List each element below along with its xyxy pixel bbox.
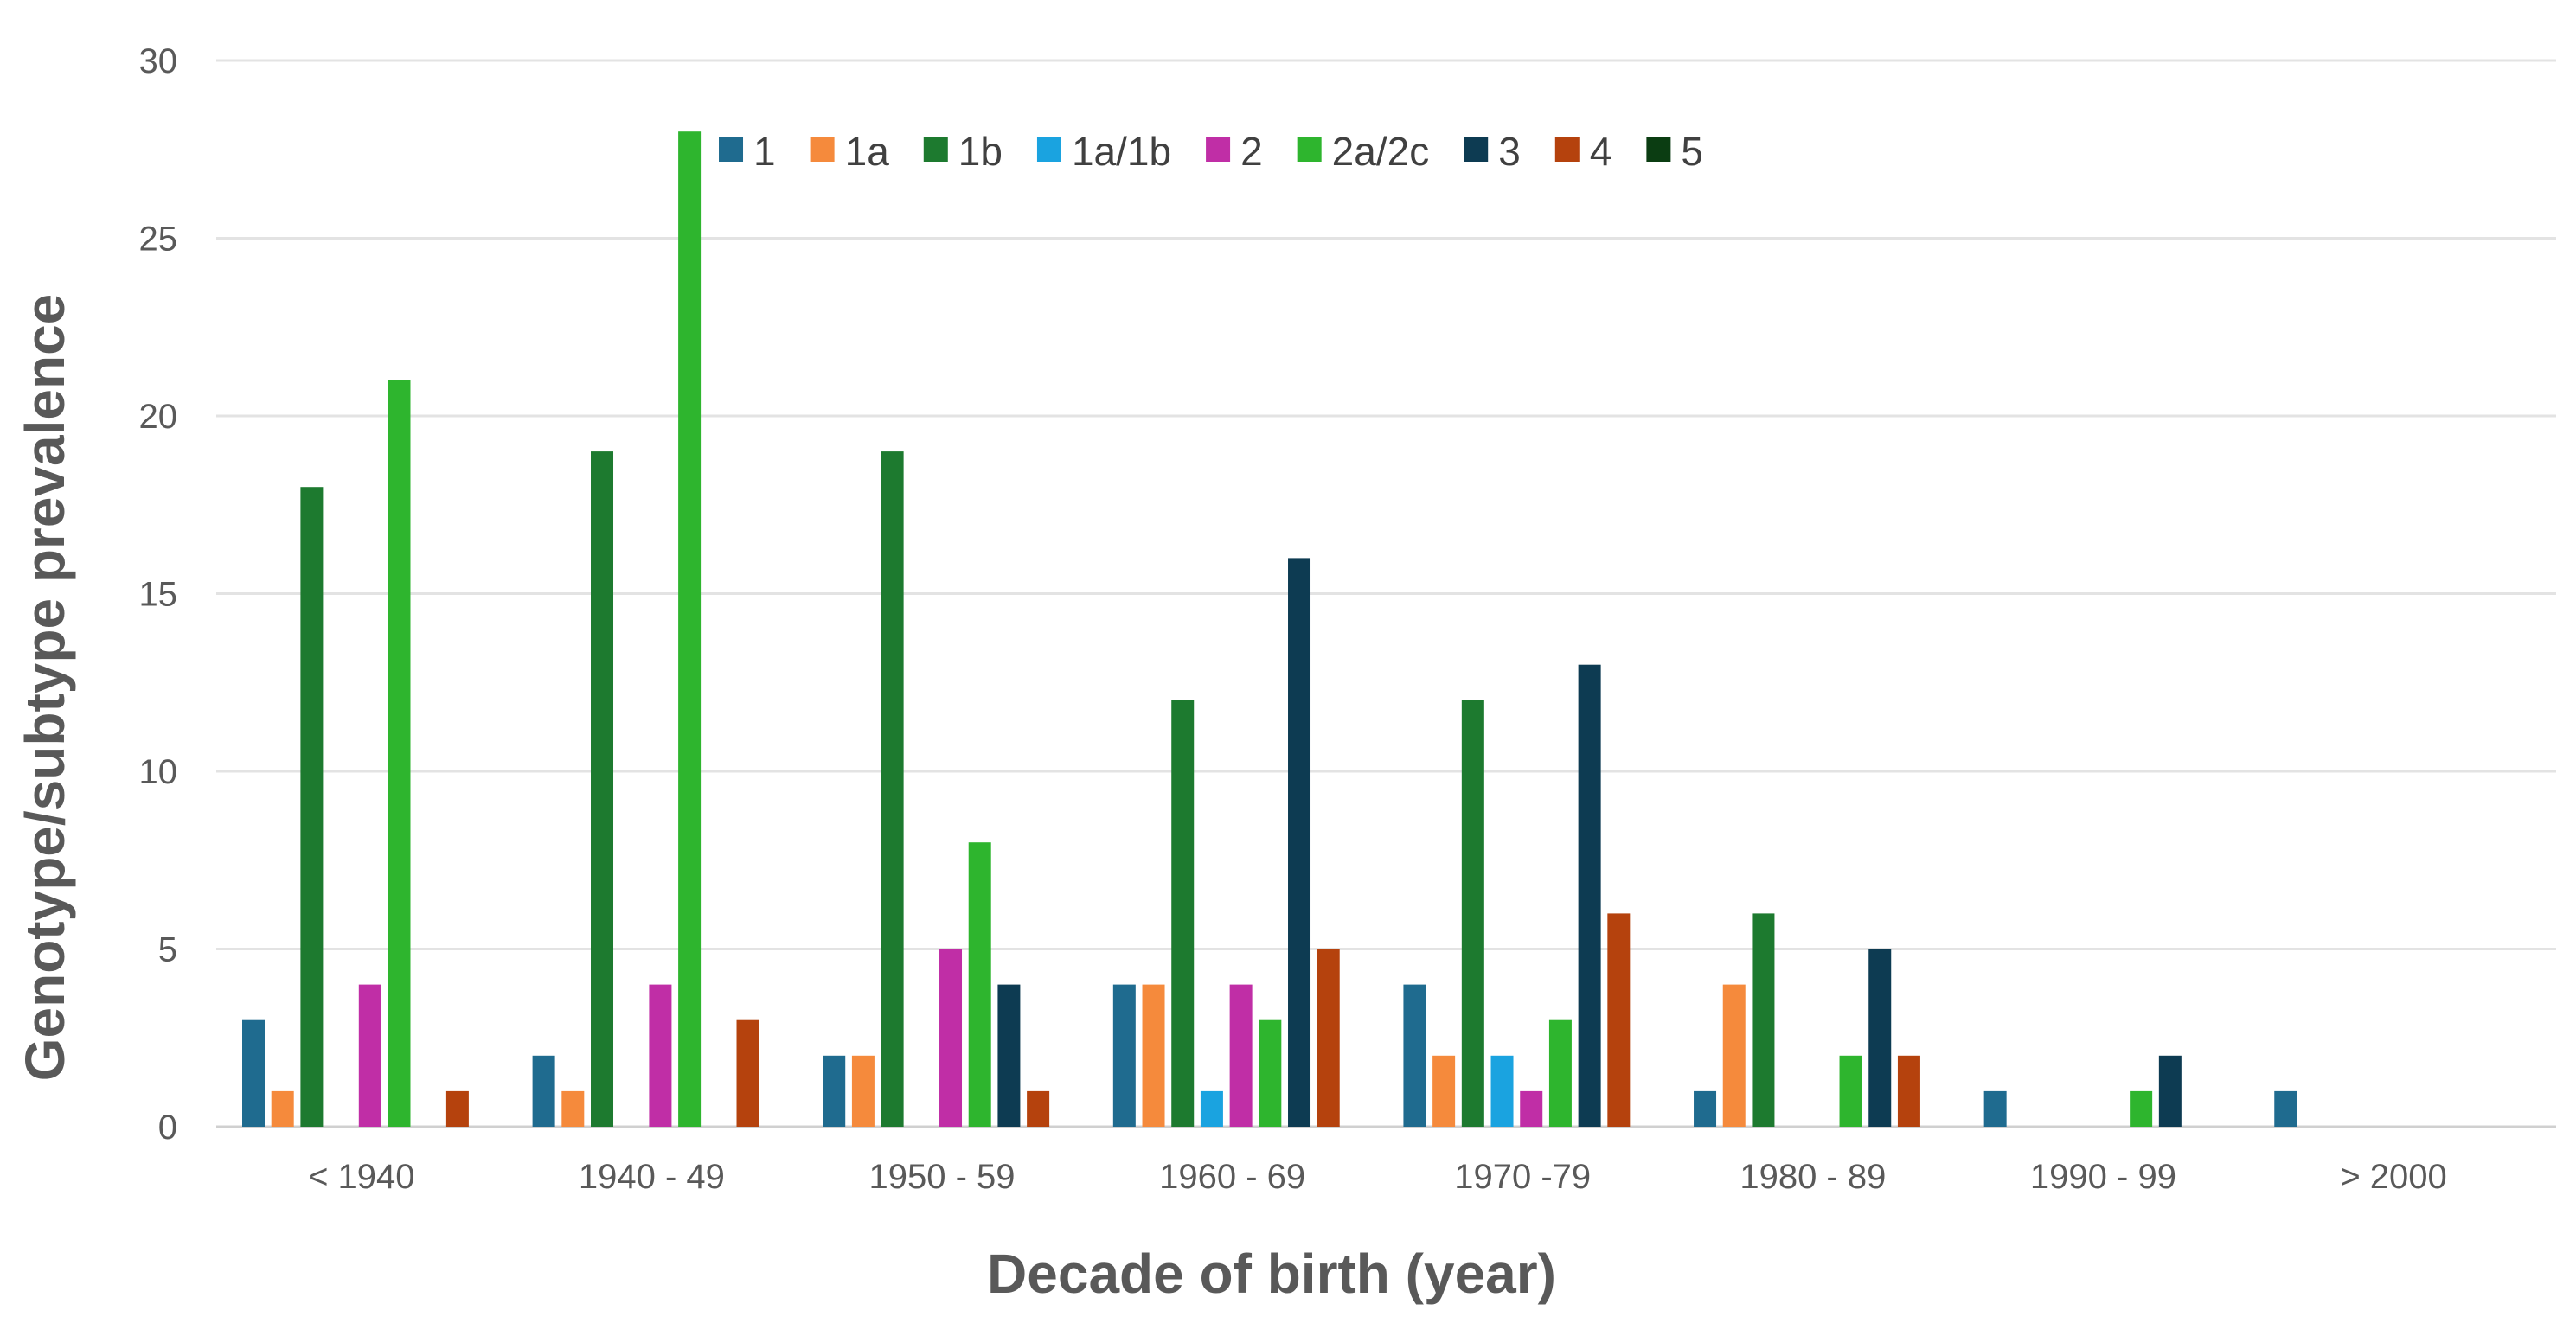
y-tick-label: 15 [139,576,178,614]
bar-194049-series-1a [561,1090,585,1127]
x-axis-ticks: < 1940 1940 - 49 1950 - 59 1960 - 69 1970 -7… [308,1158,2447,1196]
x-tick-label: > 2000 [2340,1158,2446,1196]
bar-194049-series-1b [591,451,614,1127]
bar-195059-series-2a2c [968,842,991,1127]
bar-194049-series-2a2c [678,131,702,1128]
bar-1940-series-2a2c [388,380,411,1127]
x-axis-title: Decade of birth (year) [987,1243,1556,1305]
legend-label: 3 [1498,129,1521,174]
bar-196069-series-1a [1142,984,1165,1127]
bar-197079-series-4 [1607,913,1631,1127]
legend-swatch-1a1b [1036,137,1061,162]
bar-198089-series-3 [1868,949,1892,1127]
legend-swatch-1b [923,137,948,162]
bar-198089-series-1a [1722,984,1746,1127]
legend-swatch-2 [1206,137,1231,162]
legend-label: 2 [1240,129,1263,174]
x-tick-label: 1990 - 99 [2030,1158,2176,1196]
bar-198089-series-1b [1752,913,1775,1127]
y-tick-label: 5 [158,931,177,969]
legend-swatch-2a2c [1297,137,1322,162]
bar-196069-series-2 [1229,984,1253,1127]
bar-1940-series-4 [445,1090,469,1127]
y-axis-title: Genotype/subtype prevalence [14,294,76,1082]
bar-197079-series-1a1b [1490,1055,1514,1127]
legend-label: 1a/1b [1072,129,1171,174]
bar-194049-series-4 [736,1019,759,1127]
x-tick-label: 1980 - 89 [1740,1158,1886,1196]
x-tick-label: 1950 - 59 [869,1158,1016,1196]
legend-swatch-4 [1554,137,1580,162]
legend-swatch-1 [719,137,744,162]
x-tick-label: 1940 - 49 [579,1158,725,1196]
legend: 1 1a 1b 1a/1b 2 2a/2c 3 4 5 [719,129,1703,174]
bar-197079-series-1 [1403,984,1426,1127]
bar-199099-series-3 [2158,1055,2182,1127]
bar-195059-series-4 [1027,1090,1050,1127]
bar-196069-series-1a1b [1200,1090,1223,1127]
y-tick-label: 0 [158,1109,177,1147]
bar-1940-series-1b [300,487,324,1127]
bar-198089-series-1 [1694,1090,1717,1127]
x-tick-label: 1970 -79 [1454,1158,1591,1196]
bar-197079-series-1b [1461,700,1484,1127]
bar-196069-series-1 [1112,984,1136,1127]
bar-199099-series-2a2c [2130,1090,2153,1127]
bars [242,131,2297,1128]
bar-195059-series-3 [997,984,1021,1127]
legend-label: 1 [753,129,776,174]
bar-194049-series-2 [649,984,672,1127]
bar-1940-series-1a [271,1090,294,1127]
bar-196069-series-4 [1317,949,1340,1127]
bar-197079-series-2a2c [1548,1019,1572,1127]
bar-196069-series-2a2c [1259,1019,1282,1127]
bar-197079-series-3 [1578,664,1601,1127]
bar-197079-series-2 [1520,1090,1543,1127]
bar-195059-series-1a [851,1055,875,1127]
bar-199099-series-1 [1983,1090,2007,1127]
bar-195059-series-1 [823,1055,846,1127]
y-tick-label: 30 [139,42,178,80]
x-tick-label: 1960 - 69 [1159,1158,1305,1196]
legend-label: 1a [845,129,890,174]
y-tick-label: 10 [139,753,178,791]
bar-196069-series-3 [1288,558,1311,1127]
gridlines [216,59,2556,1128]
y-axis-ticks: 0 5 10 15 20 25 30 [139,42,178,1147]
bar-2000-series-1 [2274,1090,2297,1127]
x-tick-label: < 1940 [308,1158,414,1196]
y-tick-label: 20 [139,398,178,436]
bar-195059-series-1b [881,451,904,1127]
bar-198089-series-2a2c [1839,1055,1862,1127]
bar-194049-series-1 [532,1055,555,1127]
bar-197079-series-1a [1432,1055,1456,1127]
legend-label: 2a/2c [1332,129,1430,174]
bar-198089-series-4 [1897,1055,1920,1127]
legend-label: 5 [1681,129,1703,174]
y-tick-label: 25 [139,220,178,259]
legend-swatch-3 [1464,137,1489,162]
legend-swatch-1a [810,137,835,162]
legend-swatch-5 [1646,137,1671,162]
bar-1940-series-2 [358,984,381,1127]
legend-label: 1b [958,129,1003,174]
legend-label: 4 [1590,129,1612,174]
bar-1940-series-1 [242,1019,265,1127]
bar-196069-series-1b [1171,700,1195,1127]
bar-195059-series-2 [939,949,963,1127]
